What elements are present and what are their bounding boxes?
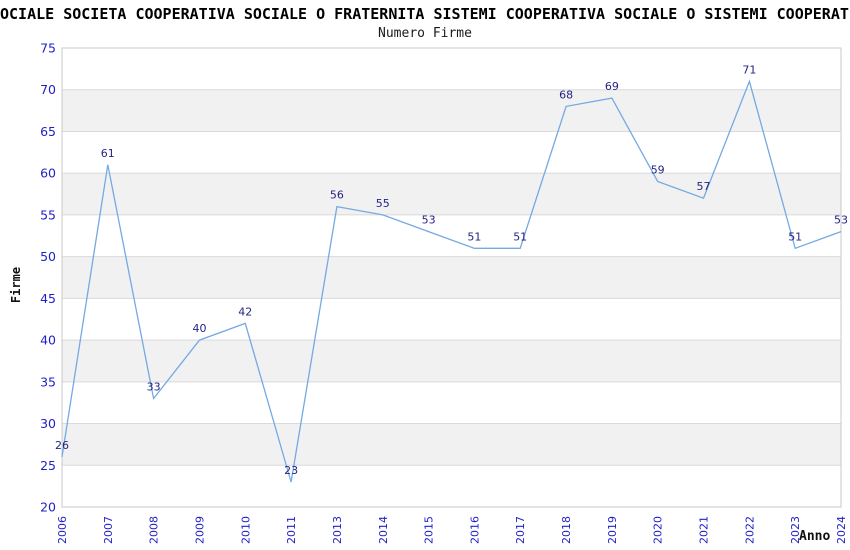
y-tick-label: 45 (40, 291, 56, 306)
x-tick-label: 2007 (102, 516, 115, 544)
value-label: 53 (834, 214, 848, 227)
y-tick-label: 65 (40, 124, 56, 139)
y-tick-label: 75 (40, 41, 56, 56)
grid-band (62, 214, 841, 257)
x-tick-label: 2016 (468, 516, 481, 544)
y-tick-label: 70 (40, 82, 56, 97)
y-tick-label: 60 (40, 166, 56, 181)
value-label: 51 (513, 230, 527, 243)
grid-band (62, 89, 841, 132)
y-tick-label: 55 (40, 207, 56, 222)
value-label: 56 (330, 189, 344, 202)
x-tick-label: 2023 (789, 516, 802, 544)
x-tick-label: 2008 (148, 516, 161, 544)
value-label: 68 (559, 88, 573, 101)
grid-band (62, 381, 841, 424)
x-axis-label: Anno (799, 529, 831, 544)
value-label: 53 (422, 214, 436, 227)
x-tick-label: 2010 (239, 516, 252, 544)
grid-band (62, 423, 841, 466)
value-label: 23 (284, 464, 298, 477)
value-label: 26 (55, 439, 69, 452)
grid-band (62, 340, 841, 382)
grid-band (62, 173, 841, 215)
x-tick-label: 2018 (560, 516, 573, 544)
chart-title: OCIALE SOCIETA COOPERATIVA SOCIALE O FRA… (0, 5, 850, 23)
value-label: 33 (147, 381, 161, 394)
value-label: 55 (376, 197, 390, 210)
x-tick-label: 2024 (835, 516, 848, 544)
value-label: 42 (238, 305, 252, 318)
y-tick-label: 25 (40, 458, 56, 473)
value-label: 71 (742, 63, 756, 76)
x-tick-label: 2021 (698, 516, 711, 544)
y-tick-label: 20 (40, 500, 56, 515)
value-label: 61 (101, 147, 115, 160)
x-tick-label: 2015 (423, 516, 436, 544)
plot-border (61, 47, 842, 508)
x-tick-label: 2017 (514, 516, 527, 544)
data-line (61, 79, 842, 483)
x-tick-label: 2019 (606, 516, 619, 544)
y-tick-label: 40 (40, 333, 56, 348)
x-tick-label: 2014 (377, 516, 390, 544)
grid-band (62, 48, 841, 90)
grid-band (62, 465, 841, 507)
value-label: 59 (651, 164, 665, 177)
x-tick-label: 2006 (56, 516, 69, 544)
value-label: 51 (467, 230, 481, 243)
x-tick-label: 2022 (743, 516, 756, 544)
grid-band (62, 131, 841, 174)
y-tick-label: 50 (40, 249, 56, 264)
y-tick-label: 35 (40, 374, 56, 389)
grid-band (62, 256, 841, 299)
x-tick-label: 2009 (194, 516, 207, 544)
x-tick-label: 2011 (285, 516, 298, 544)
value-label: 69 (605, 80, 619, 93)
x-tick-label: 2020 (652, 516, 665, 544)
y-tick-label: 30 (40, 416, 56, 431)
value-label: 40 (193, 322, 207, 335)
chart-subtitle: Numero Firme (378, 26, 472, 41)
grid-band (62, 298, 841, 341)
x-tick-label: 2013 (331, 516, 344, 544)
value-label: 57 (697, 180, 711, 193)
value-label: 51 (788, 230, 802, 243)
